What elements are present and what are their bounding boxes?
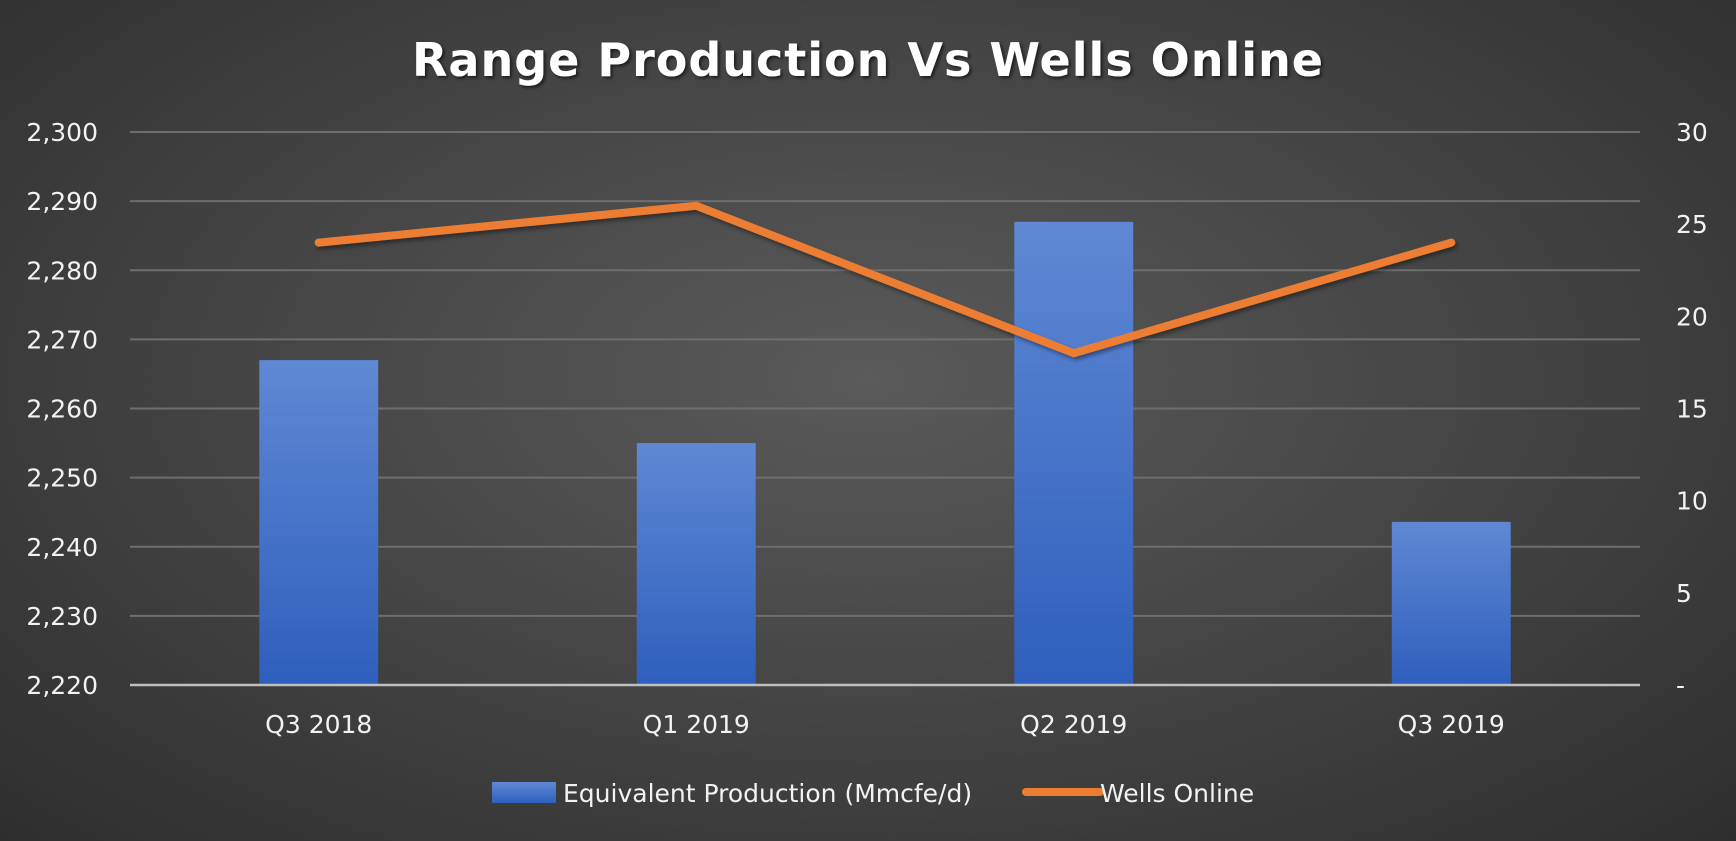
bar bbox=[636, 443, 756, 685]
y-right-tick-label: 25 bbox=[1676, 210, 1708, 239]
y-left-tick-label: 2,220 bbox=[26, 671, 98, 700]
bars bbox=[259, 221, 1511, 686]
y-left-tick-label: 2,250 bbox=[26, 464, 98, 493]
y-right-tick-label: 10 bbox=[1676, 487, 1708, 516]
y-right-tick-label: 30 bbox=[1676, 118, 1708, 147]
line-point bbox=[1069, 349, 1078, 358]
y-left-tick-label: 2,260 bbox=[26, 395, 98, 424]
legend-label-production: Equivalent Production (Mmcfe/d) bbox=[563, 779, 972, 808]
y-left-tick-label: 2,240 bbox=[26, 533, 98, 562]
y-left-tick-label: 2,230 bbox=[26, 602, 98, 631]
y-right-tick-label: 15 bbox=[1676, 395, 1708, 424]
axes: 2,220 2,230 2,240 2,250 2,260 2,270 2,280 2,290… bbox=[26, 118, 1707, 739]
bar bbox=[1391, 521, 1511, 685]
x-tick-label: Q3 2018 bbox=[265, 710, 372, 739]
y-right-tick-label: - bbox=[1676, 671, 1685, 700]
gridlines bbox=[130, 131, 1640, 617]
chart-title: Range Production Vs Wells Online bbox=[412, 33, 1324, 87]
y-left-tick-label: 2,290 bbox=[26, 187, 98, 216]
legend-label-wells: Wells Online bbox=[1100, 779, 1254, 808]
y-left-tick-label: 2,270 bbox=[26, 325, 98, 354]
line-point bbox=[314, 238, 323, 247]
wells-online-line bbox=[314, 201, 1456, 358]
line-point bbox=[692, 201, 701, 210]
y-right-tick-label: 5 bbox=[1676, 579, 1692, 608]
y-right-tick-label: 20 bbox=[1676, 302, 1708, 331]
legend-swatch-production bbox=[492, 782, 556, 803]
y-left-tick-label: 2,280 bbox=[26, 256, 98, 285]
bar bbox=[259, 360, 379, 685]
x-tick-label: Q3 2019 bbox=[1398, 710, 1505, 739]
bar bbox=[1014, 221, 1134, 686]
line-point bbox=[1447, 238, 1456, 247]
x-tick-label: Q2 2019 bbox=[1020, 710, 1127, 739]
line-path bbox=[314, 201, 1456, 358]
legend: Equivalent Production (Mmcfe/d) Wells Onl… bbox=[492, 779, 1254, 808]
y-left-tick-label: 2,300 bbox=[26, 118, 98, 147]
x-tick-label: Q1 2019 bbox=[643, 710, 750, 739]
